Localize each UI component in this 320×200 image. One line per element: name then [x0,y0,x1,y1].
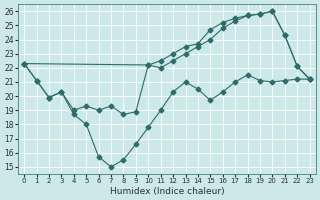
X-axis label: Humidex (Indice chaleur): Humidex (Indice chaleur) [109,187,224,196]
